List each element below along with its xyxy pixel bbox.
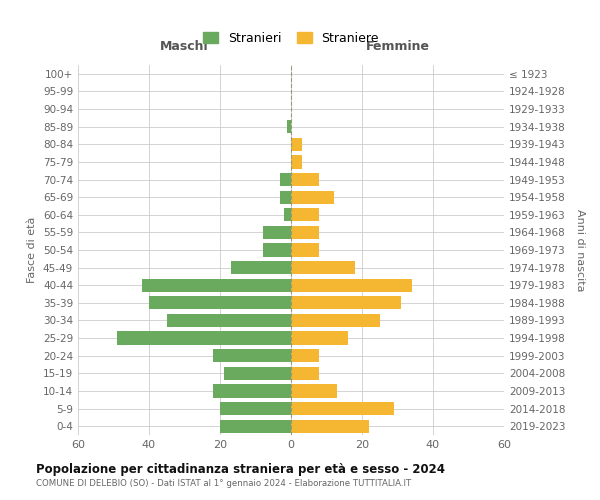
Bar (291, 314, 380, 327)
Bar (287, 120, 291, 134)
Bar (291, 420, 369, 433)
Bar (291, 208, 319, 222)
Text: Maschi: Maschi (160, 40, 209, 52)
Bar (263, 226, 291, 239)
Bar (230, 261, 291, 274)
Bar (213, 384, 291, 398)
Text: Popolazione per cittadinanza straniera per età e sesso - 2024: Popolazione per cittadinanza straniera p… (36, 462, 445, 475)
Bar (167, 314, 291, 327)
Bar (291, 402, 394, 415)
Bar (291, 244, 319, 256)
Bar (284, 208, 291, 222)
Text: Femmine: Femmine (365, 40, 430, 52)
Bar (291, 261, 355, 274)
Bar (263, 244, 291, 256)
Bar (224, 366, 291, 380)
Bar (291, 384, 337, 398)
Bar (291, 173, 319, 186)
Y-axis label: Fasce di età: Fasce di età (28, 217, 37, 283)
Bar (280, 190, 291, 204)
Bar (291, 366, 319, 380)
Text: COMUNE DI DELEBIO (SO) - Dati ISTAT al 1° gennaio 2024 - Elaborazione TUTTITALIA: COMUNE DI DELEBIO (SO) - Dati ISTAT al 1… (36, 479, 411, 488)
Y-axis label: Anni di nascita: Anni di nascita (575, 209, 585, 291)
Bar (291, 349, 319, 362)
Bar (220, 402, 291, 415)
Bar (280, 173, 291, 186)
Bar (117, 332, 291, 344)
Bar (291, 332, 348, 344)
Bar (291, 278, 412, 292)
Bar (149, 296, 291, 310)
Bar (291, 296, 401, 310)
Bar (291, 156, 302, 168)
Bar (220, 420, 291, 433)
Legend: Stranieri, Straniere: Stranieri, Straniere (198, 27, 384, 50)
Bar (291, 138, 302, 151)
Bar (213, 349, 291, 362)
Bar (291, 190, 334, 204)
Bar (142, 278, 291, 292)
Bar (291, 226, 319, 239)
